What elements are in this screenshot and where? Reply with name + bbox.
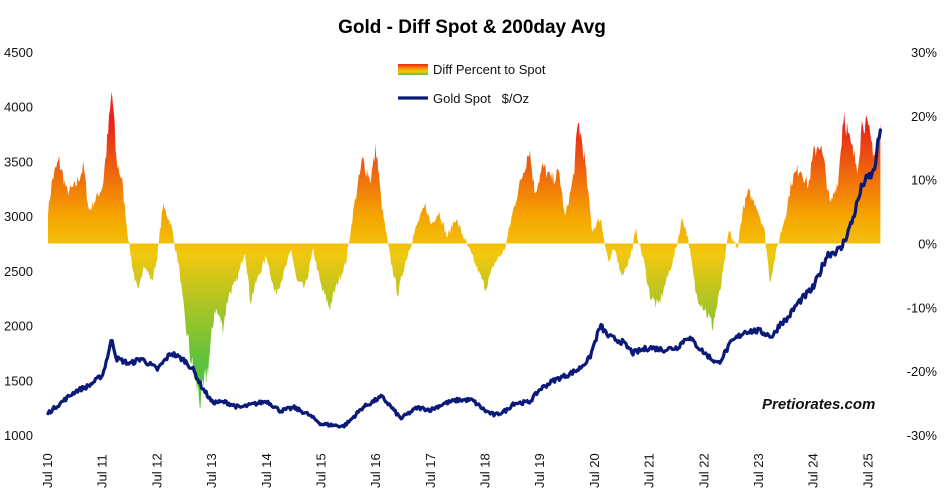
- left-tick-label: 1000: [4, 428, 33, 443]
- right-tick-label: 10%: [911, 173, 937, 188]
- x-tick-label: Jul 20: [587, 453, 602, 488]
- x-tick-label: Jul 18: [478, 453, 493, 488]
- right-tick-label: -30%: [907, 428, 938, 443]
- right-tick-label: 20%: [911, 109, 937, 124]
- right-tick-label: 0%: [918, 237, 937, 252]
- x-tick-label: Jul 21: [642, 453, 657, 488]
- x-tick-label: Jul 17: [423, 453, 438, 488]
- legend-label-diff: Diff Percent to Spot: [433, 62, 546, 77]
- left-tick-label: 4500: [4, 45, 33, 60]
- right-tick-label: -10%: [907, 300, 938, 315]
- legend-swatch-diff: [398, 64, 428, 75]
- left-tick-label: 1500: [4, 373, 33, 388]
- left-tick-label: 3000: [4, 209, 33, 224]
- diff-percent-area: [48, 91, 881, 408]
- x-tick-label: Jul 15: [313, 453, 328, 488]
- x-tick-label: Jul 10: [40, 453, 55, 488]
- right-axis: -30% -20% -10% 0% 10% 20% 30%: [907, 45, 938, 443]
- left-tick-label: 2500: [4, 264, 33, 279]
- x-tick-label: Jul 16: [368, 453, 383, 488]
- watermark: Pretiorates.com: [762, 396, 875, 413]
- x-tick-label: Jul 23: [751, 453, 766, 488]
- left-tick-label: 3500: [4, 154, 33, 169]
- left-tick-label: 4000: [4, 100, 33, 115]
- x-axis: Jul 10 Jul 11 Jul 12 Jul 13 Jul 14 Jul 15 Jul …: [40, 453, 875, 488]
- gold-spot-line: [46, 128, 882, 429]
- left-tick-label: 2000: [4, 319, 33, 334]
- x-tick-label: Jul 22: [696, 453, 711, 488]
- right-tick-label: 30%: [911, 45, 937, 60]
- x-tick-label: Jul 25: [860, 453, 875, 488]
- x-tick-label: Jul 11: [95, 454, 110, 488]
- x-tick-label: Jul 12: [149, 453, 164, 488]
- right-tick-label: -20%: [907, 364, 938, 379]
- legend: Diff Percent to Spot Gold Spot $/Oz: [398, 62, 546, 106]
- x-tick-label: Jul 14: [259, 453, 274, 488]
- left-axis: 1000 1500 2000 2500 3000 3500 4000 4500: [4, 45, 33, 443]
- x-tick-label: Jul 19: [532, 453, 547, 488]
- x-tick-label: Jul 13: [204, 453, 219, 488]
- chart-title: Gold - Diff Spot & 200day Avg: [338, 17, 606, 38]
- legend-label-spot: Gold Spot $/Oz: [433, 91, 529, 106]
- x-tick-label: Jul 24: [806, 453, 821, 488]
